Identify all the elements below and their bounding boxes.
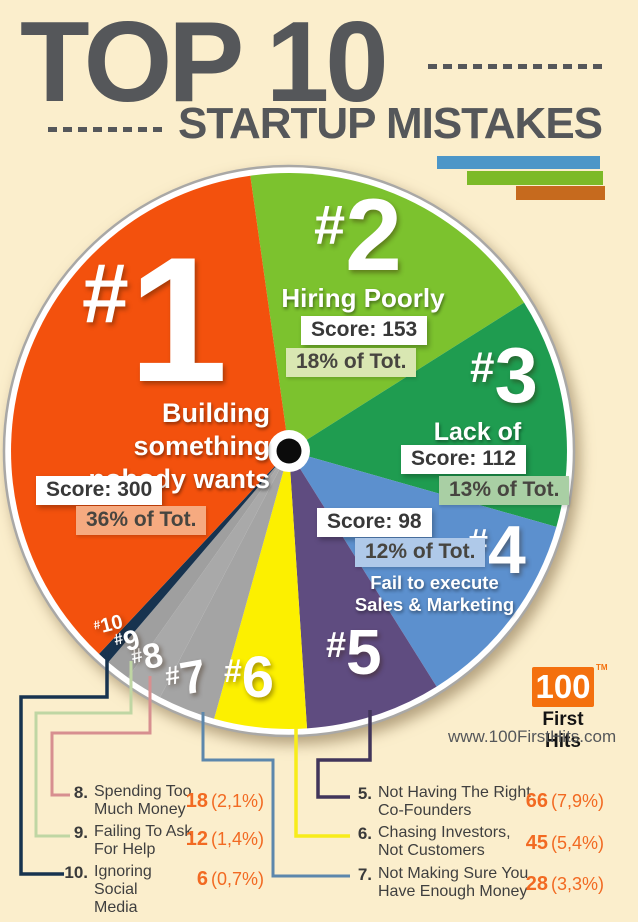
decor-bar-blue <box>437 156 600 169</box>
legend-num-5: 5. <box>357 784 372 803</box>
slice-2-score-box: Score: 153 <box>301 316 428 345</box>
legend-label-10-line1: Ignoring Social <box>94 863 152 898</box>
legend-value-5-num: 66 <box>525 790 548 812</box>
pie-center-dot <box>276 438 302 464</box>
legend-label-8-line1: Spending Too <box>94 783 192 800</box>
slice-6-rank-label: #6 <box>224 645 275 710</box>
title-dash-decoration-right <box>428 64 608 69</box>
logo-100-badge: 100 <box>532 667 594 707</box>
hash-symbol: # <box>470 343 495 392</box>
legend-num-10: 10. <box>64 863 88 882</box>
legend-label-5-line2: Co-Founders <box>378 801 472 819</box>
legend-label-7-line2: Have Enough Money <box>378 882 528 900</box>
legend-value-10-num: 6 <box>196 868 208 890</box>
legend-value-6: 45 (5,4%) <box>518 832 604 855</box>
rank-digit: 1 <box>128 220 228 419</box>
rank-digit: 4 <box>488 512 526 588</box>
callout-line-8 <box>50 676 152 797</box>
slice-2-pct-box: 18% of Tot. <box>286 348 417 377</box>
legend-value-6-num: 45 <box>525 832 548 854</box>
website-url: www.100FirstHits.com <box>448 727 617 746</box>
slice-1-rank-label: #1 <box>82 220 228 419</box>
legend-label-9-line1: Failing To Ask <box>94 823 193 840</box>
pie-slice-2 <box>250 172 525 452</box>
legend-label-7: Not Making Sure You Have Enough Money <box>378 865 533 901</box>
slice-2-rank-label: #2 <box>314 178 402 292</box>
callout-line-9 <box>34 661 133 838</box>
slice-3-score-box: Score: 112 <box>401 445 527 474</box>
legend-label-6-line2: Not Customers <box>378 841 485 859</box>
legend-value-6-pct: (5,4%) <box>551 833 605 853</box>
pie-slice-7 <box>160 451 289 719</box>
legend-num-6: 6. <box>357 824 372 843</box>
legend-value-8-num: 18 <box>185 790 208 812</box>
legend-num-7: 7. <box>357 865 372 884</box>
callout-line-5 <box>316 710 372 799</box>
legend-label-10: Ignoring Social Media <box>94 863 199 917</box>
slice-4-rank-label: #4 <box>468 512 526 588</box>
legend-num-8: 8. <box>73 783 88 802</box>
hash-symbol: # <box>326 624 347 665</box>
legend-label-6: Chasing Investors, Not Customers <box>378 824 533 860</box>
legend-value-8-pct: (2,1%) <box>211 791 265 811</box>
legend-value-10-pct: (0,7%) <box>211 869 265 889</box>
decor-bar-orange <box>516 186 605 200</box>
pie-slice-6 <box>214 451 307 729</box>
slice-7-rank-label: #7 <box>163 649 210 705</box>
slice-2-title: Hiring Poorly <box>281 283 445 313</box>
page-subtitle: STARTUP MISTAKES <box>178 99 603 148</box>
slice-1-title-line1: Building something <box>133 398 270 461</box>
slice-1-pct-box: 36% of Tot. <box>76 506 207 535</box>
legend-label-5: Not Having The Right Co-Founders <box>378 784 533 820</box>
rank-digit: 2 <box>345 178 402 292</box>
legend-label-8-line2: Much Money <box>94 800 186 818</box>
pie-slice-9 <box>108 451 289 678</box>
legend-value-5-pct: (7,9%) <box>551 791 605 811</box>
slice-1-score-box: Score: 300 <box>36 476 163 505</box>
legend-num-9: 9. <box>73 823 88 842</box>
page-title: TOP 10 <box>20 0 389 126</box>
rank-digit: 3 <box>494 331 538 419</box>
rank-digit: 6 <box>241 645 275 710</box>
legend-label-7-line1: Not Making Sure You <box>378 865 529 882</box>
slice-4-title-line1: Fail to execute <box>370 572 499 593</box>
rank-digit: 10 <box>98 610 126 638</box>
slice-3-pct-box: 13% of Tot. <box>439 476 570 505</box>
legend-value-5: 66 (7,9%) <box>518 790 604 813</box>
hash-symbol: # <box>314 193 346 256</box>
slice-4-pct-box: 12% of Tot. <box>355 538 486 567</box>
subtitle-dash-decoration-left <box>48 127 166 132</box>
logo-name: First Hits <box>542 709 584 752</box>
legend-value-7-num: 28 <box>525 873 548 895</box>
logo-tm-mark: TM <box>596 663 608 672</box>
hash-symbol: # <box>224 653 242 689</box>
callout-line-7 <box>201 712 350 878</box>
legend-value-9-num: 12 <box>185 828 208 850</box>
slice-5-rank-label: #5 <box>326 616 382 688</box>
slice-3-rank-label: #3 <box>470 331 538 419</box>
pie-slice-10 <box>99 451 289 663</box>
callout-line-6 <box>294 728 350 838</box>
legend-label-8: Spending Too Much Money <box>94 783 199 819</box>
slice-4-title: Fail to execute Sales & Marketing <box>352 572 517 616</box>
legend-label-9-line2: For Help <box>94 840 156 858</box>
slice-4-title-line2: Sales & Marketing <box>354 594 515 616</box>
decor-bar-green <box>467 171 603 185</box>
legend-value-9: 12 (1,4%) <box>178 828 264 851</box>
legend-value-9-pct: (1,4%) <box>211 829 265 849</box>
legend-value-8: 18 (2,1%) <box>178 790 264 813</box>
callout-line-10 <box>19 652 109 876</box>
legend-value-7: 28 (3,3%) <box>518 873 604 896</box>
legend-value-10: 6 (0,7%) <box>178 868 264 891</box>
legend-value-7-pct: (3,3%) <box>551 874 605 894</box>
legend-label-5-line1: Not Having The Right <box>378 784 531 801</box>
hash-symbol: # <box>82 246 129 340</box>
legend-label-9: Failing To Ask For Help <box>94 823 199 859</box>
legend-label-10-line2: Media <box>94 898 138 916</box>
slice-4-score-box: Score: 98 <box>317 508 432 537</box>
rank-digit: 5 <box>346 616 382 688</box>
pie-slice-8 <box>128 451 289 698</box>
legend-label-6-line1: Chasing Investors, <box>378 824 511 841</box>
